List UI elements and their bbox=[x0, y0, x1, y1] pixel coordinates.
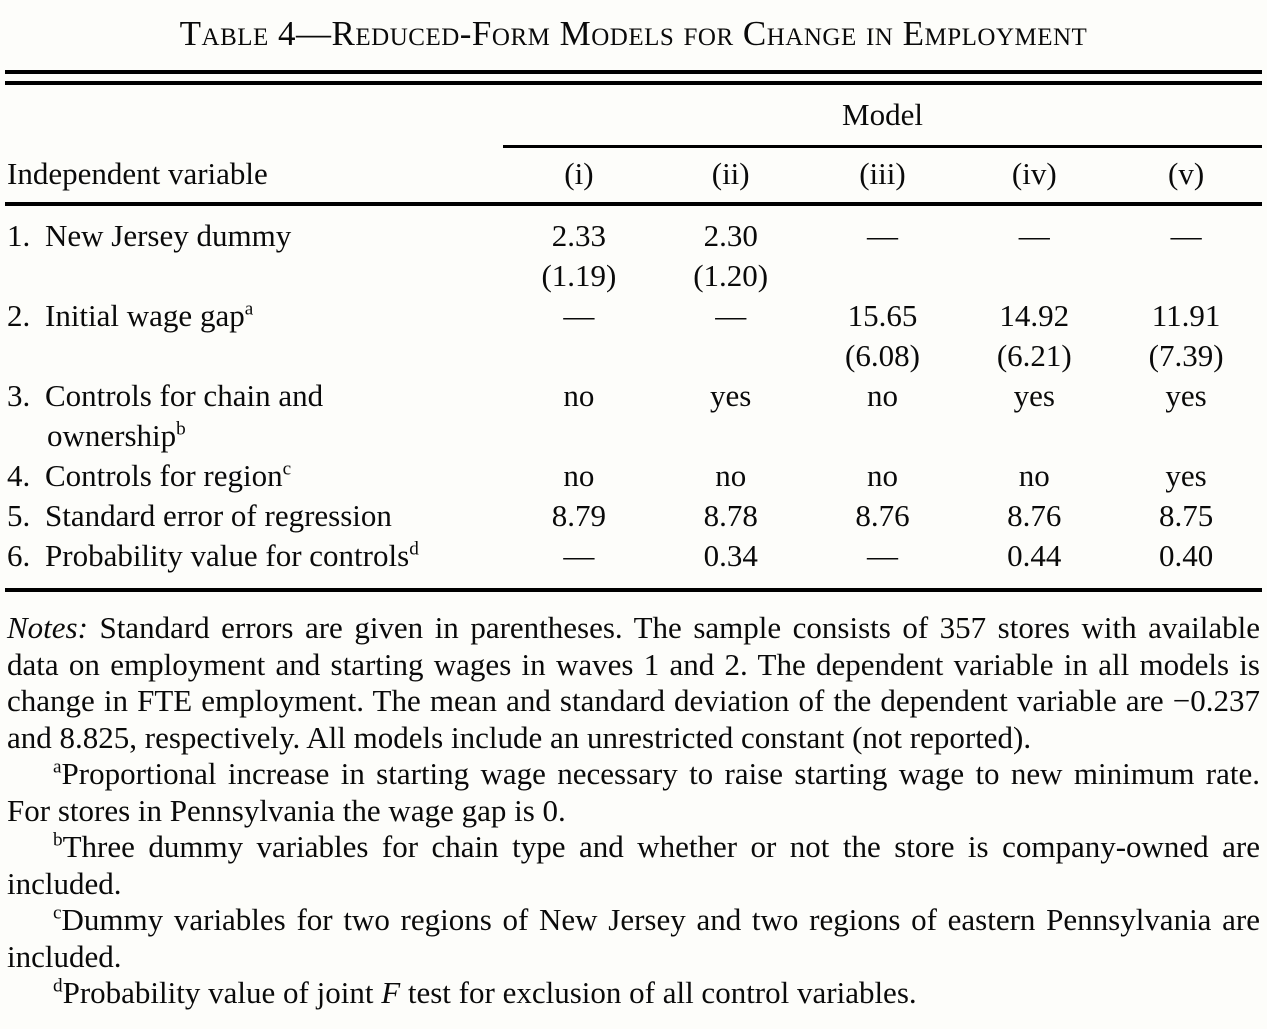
table-row-probability-value-controls: 6. Probability value for controlsd — 0.34… bbox=[5, 536, 1262, 576]
cell-value: yes bbox=[710, 378, 752, 413]
column-header-model-ii: (ii) bbox=[711, 156, 750, 191]
cell-value: 8.75 bbox=[1158, 498, 1214, 533]
table-body: 1. New Jersey dummy 2.33 (1.19) 2.30 (1.20)… bbox=[5, 206, 1262, 588]
cell-value: no bbox=[1018, 458, 1050, 493]
footnote-marker-a: a bbox=[244, 298, 254, 320]
row-number: 2. bbox=[7, 298, 31, 333]
cell-value: yes bbox=[1165, 378, 1207, 413]
row-label-text: Controls for region bbox=[45, 458, 283, 493]
column-header-model-iii: (iii) bbox=[859, 156, 906, 191]
row-label-text-line2: ownership bbox=[47, 418, 177, 453]
header-separator-rule bbox=[5, 202, 1262, 206]
footnote-b-marker: b bbox=[53, 829, 63, 851]
column-header-model-i: (i) bbox=[564, 156, 594, 191]
notes-body: Standard errors are given in parentheses… bbox=[7, 610, 1261, 755]
standard-error: (6.21) bbox=[996, 338, 1072, 373]
row-label: 3. Controls for chain and ownershipb bbox=[5, 376, 503, 456]
cell-value: — bbox=[563, 538, 595, 573]
cell-value: yes bbox=[1165, 458, 1207, 493]
row-label: 4. Controls for regionc bbox=[5, 456, 503, 496]
cell-value: 11.91 (7.39) bbox=[1110, 296, 1262, 376]
cell-value: no bbox=[866, 458, 898, 493]
table-row-new-jersey-dummy: 1. New Jersey dummy 2.33 (1.19) 2.30 (1.20)… bbox=[5, 216, 1262, 296]
table-bottom-rule bbox=[5, 588, 1262, 592]
footnote-b-text: Three dummy variables for chain type and… bbox=[7, 829, 1260, 901]
row-label-text: Initial wage gap bbox=[45, 298, 245, 333]
cell-value: 8.76 bbox=[855, 498, 910, 533]
notes-label: Notes: bbox=[7, 610, 88, 645]
footnote-c-marker: c bbox=[53, 902, 62, 924]
footnote-c-text: Dummy variables for two regions of New J… bbox=[7, 902, 1260, 974]
cell-value: — bbox=[1170, 218, 1202, 253]
cell-value: 8.76 bbox=[1007, 498, 1062, 533]
row-label-text: Probability value for controls bbox=[45, 538, 410, 573]
footnote-a-marker: a bbox=[53, 756, 62, 778]
cell-value: 8.78 bbox=[703, 498, 758, 533]
cell-value: — bbox=[866, 218, 898, 253]
column-header-model-v: (v) bbox=[1168, 156, 1205, 191]
footnote-d-text-post: test for exclusion of all control variab… bbox=[400, 975, 917, 1010]
cell-value: 15.65 (6.08) bbox=[807, 296, 959, 376]
table-row-controls-chain-ownership: 3. Controls for chain and ownershipb no y… bbox=[5, 376, 1262, 456]
cell-value: — bbox=[563, 298, 595, 333]
standard-error: (6.08) bbox=[845, 338, 920, 373]
cell-value: 8.79 bbox=[551, 498, 607, 533]
model-header-spacer bbox=[5, 91, 503, 148]
table-row-initial-wage-gap: 2. Initial wage gapa — — 15.65 (6.08) 14.9… bbox=[5, 296, 1262, 376]
cell-value: 14.92 (6.21) bbox=[958, 296, 1110, 376]
cell-value: no bbox=[866, 378, 898, 413]
row-label: 5. Standard error of regression bbox=[5, 496, 503, 536]
cell-value: 2.33 (1.19) bbox=[503, 216, 655, 296]
cell-value: — bbox=[715, 298, 747, 333]
table-title: Table 4—Reduced-Form Models for Change i… bbox=[179, 14, 1088, 53]
footnote-marker-b: b bbox=[176, 418, 186, 440]
row-number: 6. bbox=[7, 538, 31, 573]
footnote-d-italic-f: F bbox=[381, 975, 401, 1010]
footnote-b: bThree dummy variables for chain type an… bbox=[5, 829, 1262, 902]
cell-value: — bbox=[866, 538, 898, 573]
standard-error: (1.20) bbox=[693, 258, 769, 293]
model-group-header: Model bbox=[503, 91, 1262, 148]
row-label-text: New Jersey dummy bbox=[45, 218, 292, 253]
row-number: 5. bbox=[7, 498, 31, 533]
cell-value: 2.30 (1.20) bbox=[655, 216, 807, 296]
footnote-d: dProbability value of joint F test for e… bbox=[5, 975, 1262, 1012]
table-top-double-rule bbox=[5, 70, 1262, 85]
table-notes-block: Notes: Standard errors are given in pare… bbox=[5, 610, 1262, 1012]
table-header-row: Independent variable (i) (ii) (iii) (iv)… bbox=[5, 148, 1262, 202]
cell-value: — bbox=[1018, 218, 1050, 253]
footnote-d-marker: d bbox=[53, 975, 63, 997]
table-notes: Notes: Standard errors are given in pare… bbox=[5, 610, 1262, 756]
cell-value: 0.40 bbox=[1158, 538, 1214, 573]
row-label: 1. New Jersey dummy bbox=[5, 216, 503, 256]
standard-error: (7.39) bbox=[1148, 338, 1224, 373]
row-number: 4. bbox=[7, 458, 31, 493]
row-label: 6. Probability value for controlsd bbox=[5, 536, 503, 576]
row-number: 3. bbox=[7, 378, 31, 413]
footnote-marker-c: c bbox=[282, 458, 292, 480]
row-label-text: Controls for chain and bbox=[45, 378, 324, 413]
cell-value: 0.34 bbox=[703, 538, 758, 573]
row-label-text: Standard error of regression bbox=[45, 498, 392, 533]
table-row-controls-region: 4. Controls for regionc no no no no yes bbox=[5, 456, 1262, 496]
cell-value: no bbox=[563, 458, 595, 493]
cell-value: no bbox=[715, 458, 747, 493]
table-row-standard-error-regression: 5. Standard error of regression 8.79 8.78… bbox=[5, 496, 1262, 536]
row-number: 1. bbox=[7, 218, 31, 253]
footnote-d-text-pre: Probability value of joint bbox=[62, 975, 382, 1010]
row-label: 2. Initial wage gapa bbox=[5, 296, 503, 336]
column-header-independent-variable: Independent variable bbox=[7, 156, 268, 191]
footnote-c: cDummy variables for two regions of New … bbox=[5, 902, 1262, 975]
cell-value: no bbox=[563, 378, 595, 413]
standard-error: (1.19) bbox=[541, 258, 617, 293]
column-header-model-iv: (iv) bbox=[1011, 156, 1057, 191]
cell-value: 0.44 bbox=[1007, 538, 1062, 573]
footnote-marker-d: d bbox=[409, 538, 419, 560]
footnote-a-text: Proportional increase in starting wage n… bbox=[7, 756, 1260, 828]
cell-value: yes bbox=[1013, 378, 1055, 413]
model-group-header-row: Model bbox=[5, 91, 1262, 148]
footnote-a: aProportional increase in starting wage … bbox=[5, 756, 1262, 829]
